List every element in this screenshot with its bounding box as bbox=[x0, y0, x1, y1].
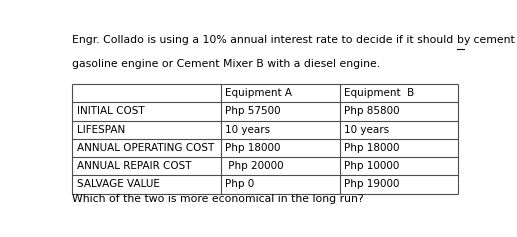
Text: cement mixer A with a: cement mixer A with a bbox=[470, 35, 517, 45]
Text: Php 20000: Php 20000 bbox=[225, 161, 284, 171]
Text: ANNUAL OPERATING COST: ANNUAL OPERATING COST bbox=[77, 143, 214, 153]
Text: ANNUAL REPAIR COST: ANNUAL REPAIR COST bbox=[77, 161, 191, 171]
Text: Php 85800: Php 85800 bbox=[344, 106, 400, 116]
Text: Php 19000: Php 19000 bbox=[344, 179, 400, 189]
Text: Engr. Collado is using a 10% annual interest rate to decide if it should: Engr. Collado is using a 10% annual inte… bbox=[72, 35, 457, 45]
Text: Php 57500: Php 57500 bbox=[225, 106, 281, 116]
Text: LIFESPAN: LIFESPAN bbox=[77, 125, 125, 135]
Text: gasoline engine or Cement Mixer B with a diesel engine.: gasoline engine or Cement Mixer B with a… bbox=[72, 59, 380, 69]
Text: Php 18000: Php 18000 bbox=[225, 143, 281, 153]
Text: 10 years: 10 years bbox=[344, 125, 389, 135]
Text: Php 0: Php 0 bbox=[225, 179, 254, 189]
Text: Equipment  B: Equipment B bbox=[344, 88, 415, 98]
Text: 10 years: 10 years bbox=[225, 125, 270, 135]
Text: Which of the two is more economical in the long run?: Which of the two is more economical in t… bbox=[72, 194, 363, 204]
Text: Php 10000: Php 10000 bbox=[344, 161, 400, 171]
Text: Php 18000: Php 18000 bbox=[344, 143, 400, 153]
Text: SALVAGE VALUE: SALVAGE VALUE bbox=[77, 179, 160, 189]
Text: by: by bbox=[457, 35, 470, 45]
Text: INITIAL COST: INITIAL COST bbox=[77, 106, 144, 116]
Text: Equipment A: Equipment A bbox=[225, 88, 292, 98]
